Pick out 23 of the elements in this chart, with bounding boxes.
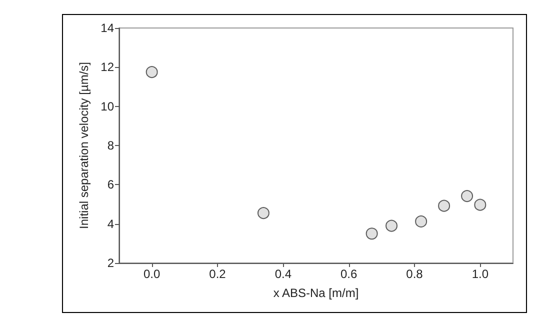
x-tick-label: 0.8 [406, 267, 424, 281]
point [438, 200, 450, 212]
y-tick-label: 4 [107, 216, 114, 231]
x-tick-label: 0.0 [143, 267, 160, 281]
x-tick-label: 0.2 [209, 267, 226, 281]
x-tick-label: 0.6 [340, 267, 358, 281]
x-tick-label: 1.0 [472, 267, 489, 281]
point [257, 207, 270, 220]
point [474, 198, 486, 211]
y-tick-label: 2 [107, 256, 114, 270]
y-tick-label: 6 [107, 178, 114, 192]
point [461, 190, 474, 202]
y-tick-label: 12 [100, 60, 114, 74]
x-tick-label: 0.4 [274, 267, 292, 281]
y-tick-label: 8 [107, 138, 114, 152]
point [366, 228, 378, 240]
x-axis-title: x ABS-Na [m/m] [273, 286, 359, 300]
point [386, 220, 398, 232]
y-tick-label: 10 [100, 99, 114, 114]
y-axis-title: Initial separation velocity [µm/s] [76, 62, 91, 229]
point [146, 66, 158, 78]
point [415, 215, 428, 228]
y-tick-label: 14 [100, 21, 114, 35]
